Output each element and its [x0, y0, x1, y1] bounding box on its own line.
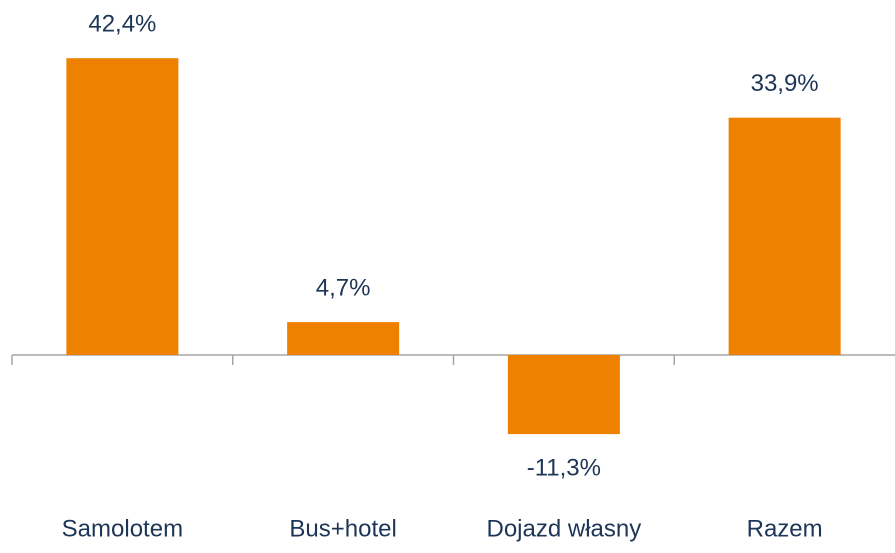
- bar: [287, 322, 400, 355]
- value-label: 4,7%: [316, 274, 371, 301]
- bar: [507, 355, 620, 435]
- category-label: Bus+hotel: [289, 515, 396, 542]
- category-label: Dojazd własny: [487, 515, 642, 542]
- category-label: Razem: [747, 515, 823, 542]
- category-label: Samolotem: [62, 515, 183, 542]
- value-label: 42,4%: [88, 11, 156, 38]
- bar: [728, 117, 841, 355]
- value-label: 33,9%: [751, 70, 819, 97]
- bar: [66, 58, 179, 355]
- value-label: -11,3%: [527, 454, 601, 481]
